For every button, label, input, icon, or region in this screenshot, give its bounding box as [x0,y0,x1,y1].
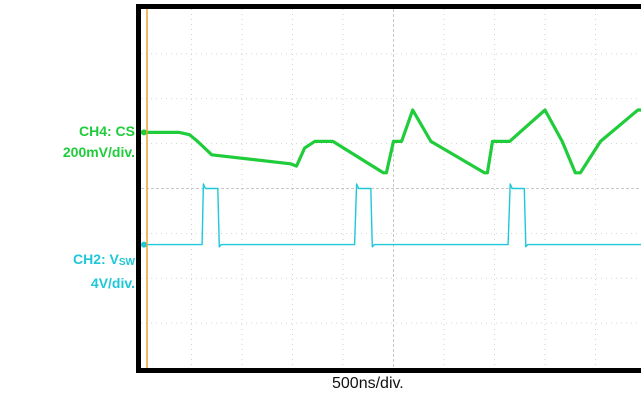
plot-frame [136,4,641,373]
waveform-traces [139,108,641,248]
ch2-channel-label: CH2: VSW 4V/div. [73,249,135,294]
ch4-name: CH4: CS [78,123,135,139]
ch2-name: CH2: VSW [73,249,135,273]
ch4-scale: 200mV/div. [62,144,135,160]
trace-ch4-cs-level-marker [141,129,147,136]
trace-ch4-cs [139,108,641,175]
timebase-label: 500ns/div. [332,375,404,392]
ch2-name-prefix: CH2: V [72,251,119,267]
ch2-scale: 4V/div. [90,275,135,291]
trace-ch2-vsw-level-marker [141,241,147,248]
trace-ch2-vsw [140,183,641,248]
ch2-name-subscript: SW [118,257,135,268]
ch4-channel-label: CH4: CS 200mV/div. [63,121,135,163]
